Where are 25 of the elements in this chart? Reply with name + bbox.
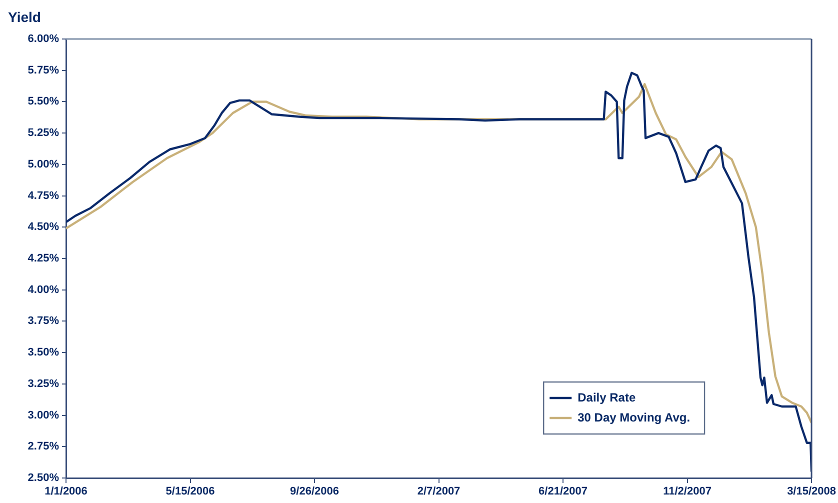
x-tick-label: 1/1/2006 (44, 486, 88, 498)
x-tick-label: 2/7/2007 (417, 486, 460, 498)
y-tick-label: 4.25% (28, 252, 60, 265)
y-tick-label: 4.75% (28, 190, 60, 202)
y-tick-label: 5.75% (28, 64, 60, 76)
y-tick-label: 4.50% (28, 221, 60, 234)
x-tick-label: 11/2/2007 (663, 486, 712, 498)
y-axis-title: Yield (8, 8, 41, 25)
y-tick-label: 5.50% (28, 96, 60, 108)
y-tick-label: 3.75% (28, 315, 60, 328)
x-tick-label: 9/26/2006 (290, 486, 339, 498)
y-tick-label: 5.25% (28, 127, 60, 140)
y-tick-label: 3.00% (28, 409, 60, 422)
y-tick-label: 4.00% (28, 284, 60, 296)
y-tick-label: 2.75% (28, 440, 60, 453)
legend-label: 30 Day Moving Avg. (578, 410, 690, 424)
x-tick-label: 3/15/2008 (787, 486, 836, 498)
y-tick-label: 2.50% (28, 472, 60, 484)
x-tick-label: 5/15/2006 (166, 486, 215, 498)
x-tick-label: 6/21/2007 (538, 486, 588, 498)
y-tick-label: 5.00% (28, 158, 60, 170)
y-tick-label: 6.00% (28, 33, 60, 46)
legend-label: Daily Rate (578, 390, 636, 404)
y-tick-label: 3.50% (28, 346, 60, 359)
y-tick-label: 3.25% (28, 378, 60, 390)
